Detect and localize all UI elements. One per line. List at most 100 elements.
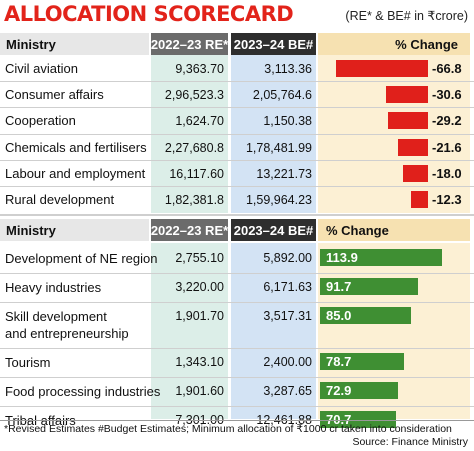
row-divider	[0, 81, 474, 83]
table-row: Tourism 1,343.10 2,400.00 78.7	[0, 349, 474, 375]
table-row: Development of NE region 2,755.10 5,892.00…	[0, 245, 474, 271]
ministry-name: Tourism	[5, 354, 51, 371]
change-label: -12.3	[432, 192, 462, 207]
re-value: 1,624.70	[175, 114, 224, 129]
row-divider	[0, 348, 474, 349]
table-row: Skill development and entrepreneurship 1,9…	[0, 303, 474, 346]
ministry-name-line: Heavy industries	[5, 280, 102, 295]
table-row: Civil aviation 9,363.70 3,113.36 -66.8	[0, 56, 474, 82]
change-bar	[336, 60, 428, 77]
ministry-name: Rural development	[5, 192, 115, 207]
re-value: 16,117.60	[169, 166, 224, 181]
be-value: 6,171.63	[263, 280, 312, 294]
table-row: Cooperation 1,624.70 1,150.38 -29.2	[0, 108, 474, 134]
table-row: Chemicals and fertilisers 2,27,680.8 1,78,…	[0, 135, 474, 161]
be-value: 2,05,764.6	[252, 88, 312, 103]
table-row: Labour and employment 16,117.60 13,221.73 -…	[0, 161, 474, 187]
re-value: 2,27,680.8	[164, 140, 224, 155]
change-bar	[385, 86, 428, 104]
change-label: -18.0	[432, 165, 462, 181]
re-value: 1,343.10	[175, 355, 224, 369]
row-divider	[0, 302, 474, 303]
row-divider	[0, 406, 474, 407]
change-bar	[320, 249, 442, 266]
change-bar	[320, 278, 419, 295]
be-value: 1,78,481.99	[245, 140, 312, 155]
ministry-name: Heavy industries	[5, 279, 101, 296]
change-label: -21.6	[432, 139, 462, 155]
re-value: 2,96,523.3	[164, 88, 224, 103]
row-divider	[0, 377, 474, 378]
unit-note: (RE* & BE# in ₹crore)	[345, 9, 468, 23]
change-label: 91.7	[326, 279, 352, 294]
source-note: Source: Finance Ministry	[352, 436, 468, 448]
header-re: 2022–23 RE*	[151, 33, 228, 55]
change-bar	[403, 164, 428, 182]
row-divider	[0, 273, 474, 274]
footnote: *Revised Estimates #Budget Estimates; Mi…	[4, 423, 452, 435]
be-column-bg	[231, 243, 316, 419]
change-bar	[320, 382, 399, 399]
be-value: 3,113.36	[264, 62, 312, 76]
ministry-name-line: Development of NE region	[5, 251, 158, 266]
header-pct: % Change	[318, 219, 470, 241]
change-label: 78.7	[326, 354, 352, 369]
re-value: 2,755.10	[175, 251, 224, 265]
change-label: 70.7	[326, 412, 352, 427]
change-bar	[411, 191, 428, 208]
table-row: Food processing industries 1,901.60 3,287.…	[0, 378, 474, 404]
ministry-name: Consumer affairs	[5, 87, 104, 103]
header-re: 2022–23 RE*	[151, 219, 228, 241]
be-value: 3,517.31	[263, 309, 312, 323]
ministry-name: Civil aviation	[5, 61, 78, 76]
change-label: 72.9	[326, 383, 352, 398]
table-row: Heavy industries 3,220.00 6,171.63 91.7	[0, 274, 474, 300]
ministry-name: Labour and employment	[5, 165, 146, 181]
re-value: 3,220.00	[175, 280, 224, 294]
be-value: 3,287.65	[263, 384, 312, 398]
ministry-name: Cooperation	[5, 113, 76, 129]
change-label: 85.0	[326, 308, 352, 323]
ministry-name: Chemicals and fertilisers	[5, 139, 147, 155]
change-label: -30.6	[432, 87, 462, 103]
header-be: 2023–24 BE#	[231, 33, 316, 55]
chart-title: ALLOCATION SCORECARD	[4, 2, 294, 26]
ministry-name-line: and entrepreneurship	[5, 326, 129, 341]
row-divider	[0, 133, 474, 135]
be-value: 1,59,964.23	[245, 193, 312, 207]
row-divider	[0, 159, 474, 161]
change-label: 113.9	[326, 250, 358, 265]
re-value: 9,363.70	[175, 62, 224, 76]
header-ministry: Ministry	[0, 33, 149, 55]
change-bar	[387, 112, 428, 130]
header-pct: % Change	[318, 33, 470, 55]
ministry-name: Skill development and entrepreneurship	[5, 308, 129, 342]
header-ministry: Ministry	[0, 219, 149, 241]
be-value: 2,400.00	[263, 355, 312, 369]
table-row: Consumer affairs 2,96,523.3 2,05,764.6 -30.…	[0, 82, 474, 108]
ministry-name-line: Skill development	[5, 309, 107, 324]
be-value: 5,892.00	[263, 251, 312, 265]
row-divider	[0, 186, 474, 187]
re-value: 1,82,381.8	[164, 193, 224, 207]
be-value: 1,150.38	[263, 114, 312, 129]
table-row: Rural development 1,82,381.8 1,59,964.23 -1…	[0, 187, 474, 213]
section-divider	[0, 214, 474, 216]
ministry-name: Development of NE region	[5, 250, 157, 267]
re-value: 1,901.70	[175, 309, 224, 323]
change-bar	[320, 353, 405, 370]
header-be: 2023–24 BE#	[231, 219, 316, 241]
change-bar	[320, 411, 396, 428]
change-bar	[320, 307, 412, 324]
ministry-name: Food processing industries	[5, 383, 160, 400]
re-value: 1,901.60	[175, 384, 224, 398]
be-value: 13,221.73	[256, 166, 312, 181]
ministry-name-line: Tourism	[5, 355, 51, 370]
change-bar	[398, 138, 428, 156]
footer-divider	[0, 420, 474, 421]
row-divider	[0, 107, 474, 109]
re-column-bg	[151, 243, 228, 419]
change-label: -29.2	[432, 113, 462, 129]
ministry-name-line: Food processing industries	[5, 384, 161, 399]
change-label: -66.8	[432, 61, 462, 76]
